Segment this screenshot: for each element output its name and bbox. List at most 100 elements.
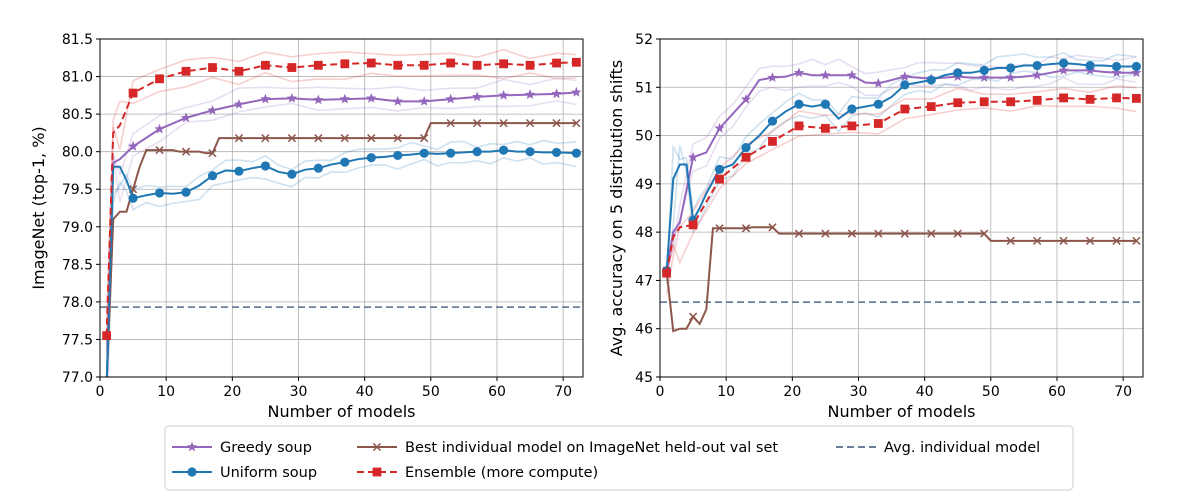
y-tick-label: 45 [635, 370, 653, 386]
y-tick-label: 79.5 [62, 182, 93, 198]
chart-panel-distribution-shifts: 0 10 20 30 40 50 60 70 45 46 47 48 49 50 51 52 Number of… [607, 32, 1144, 421]
data-point-greedy [498, 89, 509, 100]
data-point-ensemble [688, 220, 698, 230]
data-point-uniform [472, 147, 482, 157]
data-point-ensemble [128, 88, 138, 98]
data-point-best [420, 134, 429, 143]
data-point-ensemble [313, 60, 323, 70]
faint-curve-ensemble [105, 48, 577, 317]
x-tick-label: 60 [488, 384, 506, 400]
series-group [102, 57, 582, 377]
faint-curve-uniform [665, 52, 1137, 285]
data-point-uniform [260, 161, 271, 171]
data-point-uniform [1085, 60, 1095, 71]
data-point-uniform [741, 143, 751, 153]
data-point-ensemble [552, 58, 561, 68]
x-axis-label: Number of models [827, 402, 975, 421]
data-point-best [473, 118, 482, 128]
data-point-greedy [180, 112, 192, 123]
data-point-best [847, 229, 857, 238]
data-point-ensemble [234, 66, 244, 76]
y-tick-label: 52 [635, 32, 653, 48]
x-tick-label: 70 [1114, 384, 1132, 400]
data-point-uniform [1006, 63, 1016, 73]
data-point-uniform [340, 157, 350, 167]
y-tick-label: 50 [635, 129, 653, 145]
data-point-best [499, 118, 508, 128]
data-point-best [314, 134, 323, 143]
x-tick-label: 50 [982, 384, 1000, 400]
data-point-greedy [846, 69, 858, 80]
data-point-greedy [979, 72, 990, 82]
chart-panel-imagenet: 0 10 20 30 40 50 60 70 77.0 77.5 78.0 78.5 79.0 79.5 8… [29, 32, 584, 421]
x-tick-label: 50 [422, 384, 440, 400]
data-point-uniform [926, 75, 936, 85]
data-point-greedy [1032, 69, 1043, 80]
x-tick-label: 30 [850, 384, 868, 400]
data-point-greedy [445, 93, 456, 104]
data-point-greedy [1111, 67, 1122, 78]
faint-curves [105, 48, 577, 377]
x-tick-label: 60 [1048, 384, 1066, 400]
data-point-best [927, 229, 936, 238]
x-tick-label: 0 [96, 384, 105, 400]
x-tick-label: 10 [157, 384, 175, 400]
data-point-ensemble [472, 60, 482, 70]
data-point-best [1112, 236, 1121, 245]
data-point-uniform [1059, 58, 1069, 68]
faint-curve-uniform [107, 156, 577, 377]
data-point-ensemble [662, 268, 672, 278]
data-point-best [261, 134, 270, 143]
data-point-ensemble [1131, 93, 1141, 103]
legend-item-best-individual: Best individual model on ImageNet held-o… [357, 440, 778, 456]
data-point-uniform [446, 148, 456, 158]
data-point-best [953, 229, 962, 238]
data-point-best [980, 229, 989, 238]
x-tick-label: 20 [223, 384, 241, 400]
data-point-uniform [525, 147, 535, 157]
data-point-uniform [551, 147, 562, 158]
data-point-best [155, 146, 164, 155]
y-tick-label: 47 [635, 273, 653, 289]
faint-curve-greedy [665, 54, 1137, 271]
y-tick-label: 80.5 [62, 107, 93, 123]
data-point-uniform [313, 163, 323, 173]
data-point-uniform [181, 187, 191, 197]
data-point-uniform [499, 145, 509, 155]
plot-frame [659, 38, 1144, 378]
data-point-greedy [392, 95, 403, 106]
y-tick-label: 79.0 [62, 220, 93, 236]
legend-label-greedy-soup: Greedy soup [220, 440, 312, 456]
data-point-greedy [767, 72, 778, 82]
data-point-greedy [286, 92, 298, 103]
series-line-greedy [665, 69, 1137, 271]
data-point-uniform [207, 171, 218, 181]
y-tick-label: 49 [635, 177, 653, 193]
faint-curve-ensemble [665, 105, 1137, 277]
data-point-best [874, 229, 883, 238]
data-point-greedy [472, 91, 483, 102]
series-line-best [105, 122, 577, 377]
x-tick-label: 40 [356, 384, 374, 400]
data-point-ensemble [1085, 94, 1095, 104]
data-point-ensemble [1059, 93, 1069, 103]
data-point-uniform [794, 99, 804, 109]
data-point-uniform [128, 193, 138, 203]
data-point-greedy [524, 89, 536, 99]
data-point-best [1132, 236, 1141, 245]
data-point-greedy [687, 151, 699, 162]
data-point-ensemble [900, 104, 910, 114]
series-line-ensemble [665, 96, 1137, 274]
data-point-ensemble [847, 121, 857, 131]
x-tick-label: 20 [783, 384, 801, 400]
data-point-uniform [1131, 61, 1141, 72]
data-point-ensemble [926, 102, 936, 111]
data-point-ensemble [1032, 95, 1042, 105]
x-axis-label: Number of models [267, 402, 415, 421]
data-point-best [1033, 236, 1042, 245]
data-point-ensemble [741, 152, 751, 162]
data-point-best [572, 118, 581, 128]
data-point-greedy [313, 94, 324, 105]
data-point-ensemble [393, 60, 403, 70]
